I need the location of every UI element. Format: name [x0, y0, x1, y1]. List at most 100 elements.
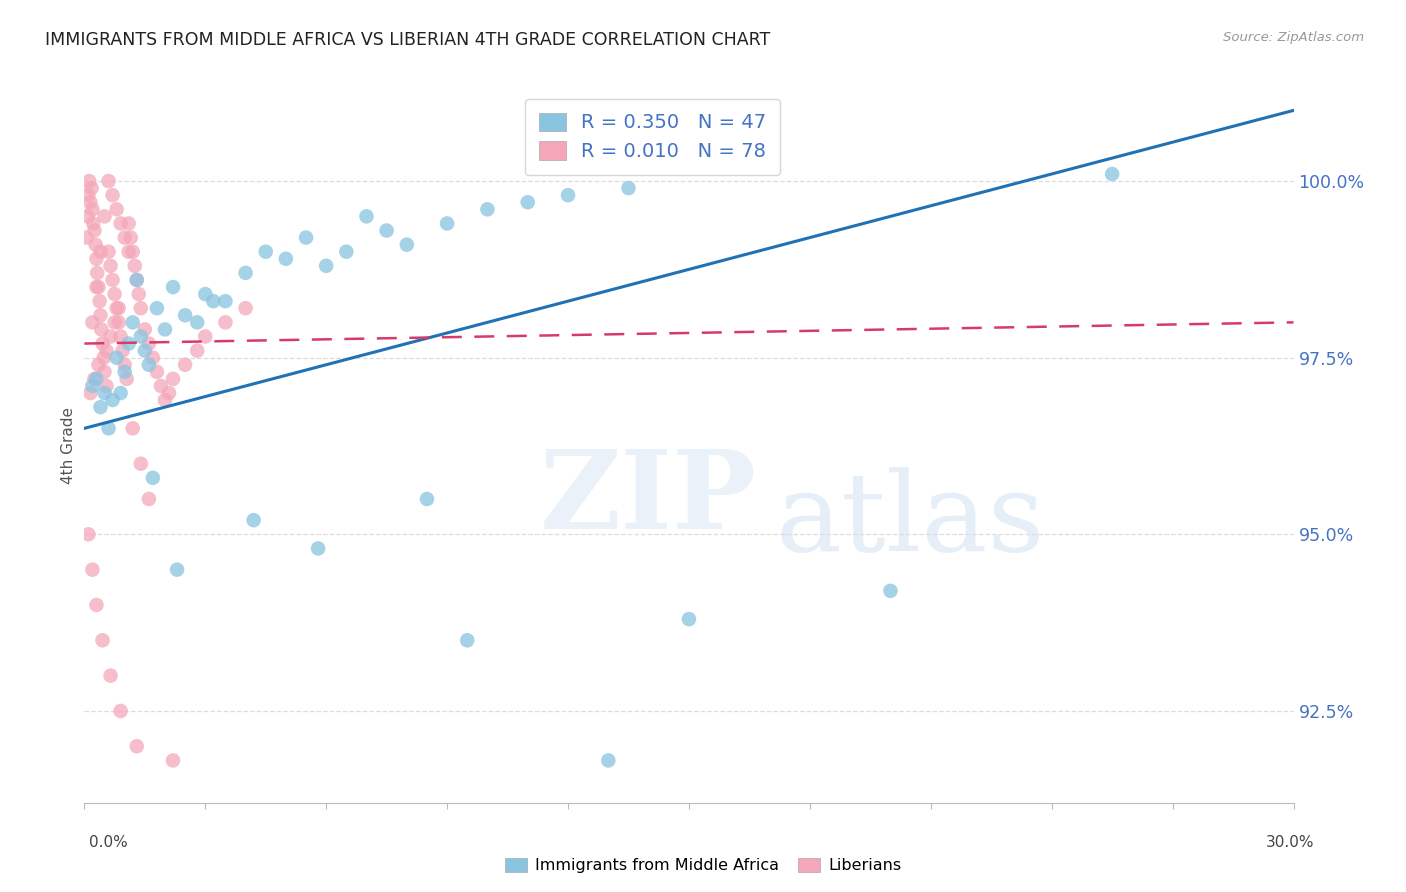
Point [125, 273, 148, 287]
Point [89, 400, 111, 414]
Point [274, 252, 297, 266]
Point [97, 244, 120, 259]
Point [295, 230, 318, 244]
Point [84, 237, 107, 252]
Point [86, 280, 108, 294]
Point [79, 386, 101, 401]
Point [86, 598, 108, 612]
Point [110, 216, 132, 230]
Point [120, 230, 142, 244]
Point [235, 301, 257, 316]
Point [97, 174, 120, 188]
Point [93, 386, 115, 401]
Point [82, 379, 104, 393]
Point [186, 343, 208, 358]
Point [86, 372, 108, 386]
Point [121, 315, 143, 329]
Point [115, 372, 138, 386]
Point [89, 294, 111, 309]
Point [678, 612, 700, 626]
Point [114, 365, 136, 379]
Point [110, 329, 132, 343]
Point [87, 280, 110, 294]
Point [153, 322, 176, 336]
Point [104, 287, 127, 301]
Point [114, 230, 136, 244]
Point [89, 308, 111, 322]
Text: Source: ZipAtlas.com: Source: ZipAtlas.com [1223, 31, 1364, 45]
Text: ZIP: ZIP [540, 445, 756, 552]
Point [105, 202, 128, 217]
Point [76, 210, 98, 224]
Point [89, 244, 111, 259]
Point [162, 280, 184, 294]
Point [138, 491, 160, 506]
Point [879, 583, 901, 598]
Point [153, 393, 176, 408]
Point [142, 351, 165, 365]
Y-axis label: 4th Grade: 4th Grade [60, 408, 76, 484]
Point [375, 223, 398, 237]
Text: IMMIGRANTS FROM MIDDLE AFRICA VS LIBERIAN 4TH GRADE CORRELATION CHART: IMMIGRANTS FROM MIDDLE AFRICA VS LIBERIA… [45, 31, 770, 49]
Point [121, 244, 143, 259]
Point [214, 294, 236, 309]
Point [86, 252, 108, 266]
Point [75, 230, 97, 244]
Point [79, 195, 101, 210]
Point [395, 237, 418, 252]
Point [77, 188, 100, 202]
Point [146, 365, 169, 379]
Point [93, 351, 115, 365]
Point [105, 351, 128, 365]
Point [93, 210, 115, 224]
Point [104, 315, 127, 329]
Point [129, 457, 152, 471]
Point [242, 513, 264, 527]
Point [86, 266, 108, 280]
Point [174, 358, 197, 372]
Point [110, 386, 132, 401]
Point [121, 421, 143, 435]
Point [335, 244, 357, 259]
Point [118, 336, 141, 351]
Point [101, 188, 124, 202]
Legend: R = 0.350   N = 47, R = 0.010   N = 78: R = 0.350 N = 47, R = 0.010 N = 78 [524, 99, 780, 175]
Text: 30.0%: 30.0% [1267, 836, 1315, 850]
Point [202, 294, 225, 309]
Point [186, 315, 208, 329]
Point [134, 343, 156, 358]
Point [82, 315, 104, 329]
Point [516, 195, 538, 210]
Point [110, 704, 132, 718]
Point [557, 188, 579, 202]
Point [83, 372, 105, 386]
Point [128, 287, 150, 301]
Point [146, 301, 169, 316]
Point [107, 315, 129, 329]
Point [107, 301, 129, 316]
Point [134, 322, 156, 336]
Point [101, 273, 124, 287]
Point [315, 259, 337, 273]
Point [436, 216, 458, 230]
Point [142, 471, 165, 485]
Point [90, 322, 112, 336]
Point [129, 301, 152, 316]
Point [598, 753, 620, 767]
Point [456, 633, 478, 648]
Point [82, 216, 104, 230]
Point [1101, 167, 1123, 181]
Point [77, 174, 100, 188]
Point [254, 244, 277, 259]
Point [477, 202, 499, 217]
Point [100, 329, 122, 343]
Point [93, 365, 115, 379]
Text: 0.0%: 0.0% [89, 836, 128, 850]
Point [125, 273, 148, 287]
Point [194, 287, 217, 301]
Point [157, 386, 180, 401]
Point [124, 259, 146, 273]
Point [129, 329, 152, 343]
Point [118, 216, 141, 230]
Point [114, 358, 136, 372]
